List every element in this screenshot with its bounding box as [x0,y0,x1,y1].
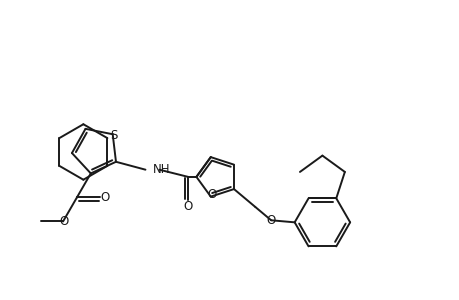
Text: O: O [59,215,68,228]
Text: O: O [266,214,275,227]
Text: NH: NH [152,163,169,176]
Text: S: S [110,129,117,142]
Text: O: O [183,200,192,213]
Text: O: O [101,191,110,204]
Text: O: O [207,188,216,201]
